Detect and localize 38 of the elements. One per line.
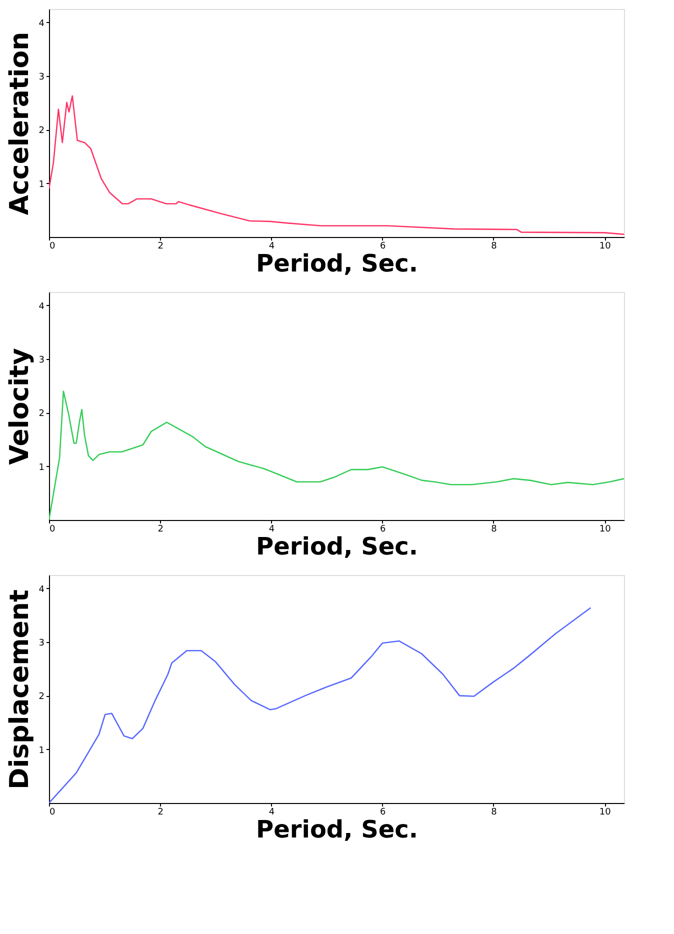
y-tick-label: 4 [38,18,45,29]
x-tick-label: 8 [491,242,498,252]
y-tick-label: 3 [38,356,44,366]
x-tick-label: 2 [158,808,164,818]
x-tick-label: 2 [158,242,164,252]
y-tick-label: 1 [38,746,44,756]
y-tick-label: 3 [38,72,44,83]
x-tick-label: 6 [380,524,386,534]
x-tick-label: 0 [50,242,56,252]
x-tick-label: 4 [268,808,275,818]
line-series [49,95,624,235]
x-tick-label: 8 [491,524,498,534]
x-tick-label: 4 [268,242,275,252]
y-axis-title: Velocity [4,348,35,465]
y-tick-label: 2 [38,692,44,702]
y-tick-label: 3 [38,638,44,649]
x-axis-title: Period, Sec. [256,250,418,278]
x-tick-label: 8 [491,808,498,818]
y-tick-label: 2 [38,409,44,420]
x-tick-label: 0 [50,524,56,534]
x-tick-label: 0 [50,808,56,818]
y-axis-title: Acceleration [4,32,35,216]
x-tick-label: 10 [599,524,612,534]
x-tick-label: 6 [380,242,386,252]
x-axis-title: Period, Sec. [256,532,418,560]
y-tick-label: 4 [38,302,45,312]
x-tick-label: 2 [158,524,164,534]
y-tick-label: 2 [38,126,44,136]
y-tick-label: 4 [38,584,45,595]
x-axis-title: Period, Sec. [256,816,418,844]
y-tick-label: 1 [38,180,44,190]
x-tick-label: 10 [599,808,612,818]
x-tick-label: 4 [268,524,275,534]
y-tick-label: 1 [38,462,44,473]
x-tick-label: 10 [599,242,612,252]
line-series [49,607,592,803]
x-tick-label: 6 [380,808,386,818]
y-axis-title: Displacement [4,590,35,790]
